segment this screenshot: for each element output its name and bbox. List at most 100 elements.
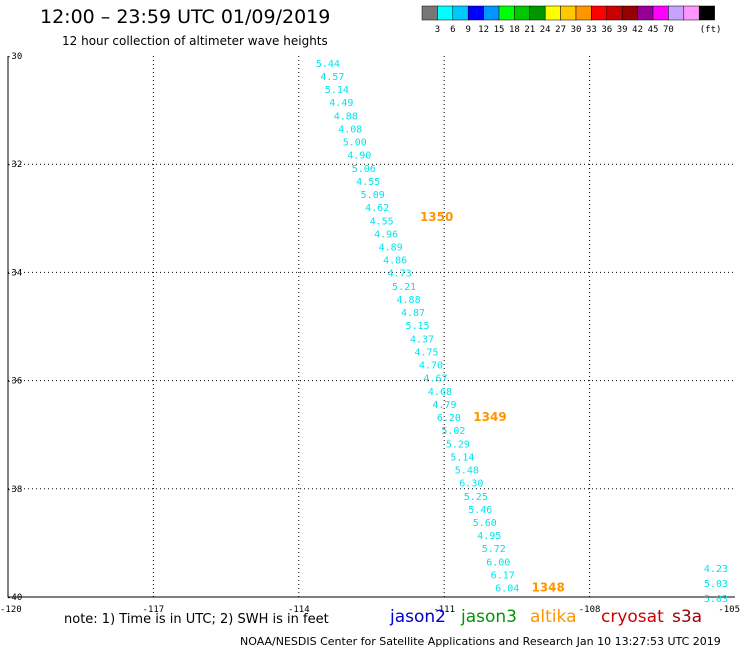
colorbar-label: 6 xyxy=(450,25,455,35)
swh-value: 4.95 xyxy=(477,531,501,542)
swh-value-edge: 4.23 xyxy=(704,564,728,575)
chart-title: 12:00 – 23:59 UTC 01/09/2019 xyxy=(40,6,331,28)
swh-value: 6.30 xyxy=(459,479,483,490)
colorbar-swatch xyxy=(421,5,438,21)
swh-value: 4.62 xyxy=(365,203,389,214)
swh-value: 6.17 xyxy=(491,570,515,581)
y-tick-label: -38 xyxy=(6,485,22,495)
swh-value: 5.15 xyxy=(405,321,429,332)
swh-value: 5.48 xyxy=(455,466,479,477)
colorbar-swatch xyxy=(544,5,561,21)
colorbar-label: 15 xyxy=(494,25,505,35)
swh-value: 4.90 xyxy=(347,151,371,162)
footer-note: note: 1) Time is in UTC; 2) SWH is in fe… xyxy=(64,612,329,627)
swh-value: 4.73 xyxy=(388,269,412,280)
x-tick-label: -105 xyxy=(718,605,740,615)
colorbar-swatch xyxy=(452,5,469,21)
swh-value: 5.14 xyxy=(325,85,349,96)
swh-value: 5.46 xyxy=(468,505,492,516)
colorbar-swatch xyxy=(483,5,500,21)
colorbar-label: 27 xyxy=(555,25,566,35)
swh-value: 5.60 xyxy=(473,518,497,529)
colorbar-swatch xyxy=(668,5,685,21)
swh-value: 4.87 xyxy=(401,308,425,319)
swh-value: 4.88 xyxy=(334,111,358,122)
swh-value: 4.88 xyxy=(397,295,421,306)
x-tick-label: -120 xyxy=(0,605,22,615)
colorbar-label: 36 xyxy=(601,25,612,35)
x-tick-label: -111 xyxy=(433,605,455,615)
swh-value-edge: 5.03 xyxy=(704,579,728,590)
colorbar-label: 30 xyxy=(571,25,582,35)
x-tick-label: -114 xyxy=(288,605,310,615)
swh-value: 4.08 xyxy=(338,124,362,135)
y-tick-label: -32 xyxy=(6,160,22,170)
swh-value: 4.75 xyxy=(414,347,438,358)
swh-value: 4.79 xyxy=(432,400,456,411)
colorbar-label: 12 xyxy=(478,25,489,35)
colorbar-label: 18 xyxy=(509,25,520,35)
swh-value: 6.20 xyxy=(437,413,461,424)
chart-subtitle: 12 hour collection of altimeter wave hei… xyxy=(62,34,328,48)
colorbar-swatch xyxy=(606,5,623,21)
colorbar-label: (ft) xyxy=(700,25,722,35)
colorbar-label: 3 xyxy=(435,25,440,35)
colorbar-swatch xyxy=(560,5,577,21)
colorbar-swatch xyxy=(529,5,546,21)
satellite-label-altika: altika xyxy=(530,607,577,627)
colorbar-swatch xyxy=(683,5,700,21)
time-label: 1350 xyxy=(420,210,453,224)
swh-value: 5.09 xyxy=(361,190,385,201)
swh-value: 5.21 xyxy=(392,282,416,293)
swh-value: 5.14 xyxy=(450,452,474,463)
swh-value: 4.57 xyxy=(320,72,344,83)
satellite-label-cryosat: cryosat xyxy=(601,607,664,627)
swh-value: 5.44 xyxy=(316,59,340,70)
colorbar-label: 21 xyxy=(524,25,535,35)
swh-value: 4.67 xyxy=(423,374,447,385)
satellite-label-jason2: jason2 xyxy=(390,607,446,627)
x-tick-label: -108 xyxy=(579,605,601,615)
colorbar-label: 33 xyxy=(586,25,597,35)
swh-value: 4.49 xyxy=(329,98,353,109)
swh-value: 4.37 xyxy=(410,334,434,345)
x-tick-label: -117 xyxy=(143,605,165,615)
swh-value: 5.29 xyxy=(446,439,470,450)
swh-value: 5.00 xyxy=(343,138,367,149)
colorbar-label: 42 xyxy=(632,25,643,35)
swh-value: 4.55 xyxy=(356,177,380,188)
y-tick-label: -34 xyxy=(6,268,22,278)
swh-value: 5.25 xyxy=(464,492,488,503)
swh-value: 4.89 xyxy=(379,242,403,253)
swh-value-edge: 5.03 xyxy=(704,594,728,605)
colorbar-swatch xyxy=(575,5,592,21)
colorbar-label: 70 xyxy=(663,25,674,35)
colorbar-label: 45 xyxy=(648,25,659,35)
satellite-label-jason3: jason3 xyxy=(461,607,517,627)
colorbar-label: 9 xyxy=(465,25,470,35)
colorbar-label: 39 xyxy=(617,25,628,35)
y-tick-label: -40 xyxy=(6,593,22,603)
footer-credit: NOAA/NESDIS Center for Satellite Applica… xyxy=(240,635,721,648)
colorbar-swatch xyxy=(498,5,515,21)
y-tick-label: -36 xyxy=(6,377,22,387)
colorbar-swatch xyxy=(514,5,531,21)
colorbar-swatch xyxy=(652,5,669,21)
swh-value: 4.68 xyxy=(428,387,452,398)
swh-value: 6.00 xyxy=(486,557,510,568)
colorbar-swatch xyxy=(698,5,715,21)
colorbar-swatch xyxy=(437,5,454,21)
time-label: 1349 xyxy=(473,410,506,424)
swh-value: 4.55 xyxy=(370,216,394,227)
swh-value: 4.96 xyxy=(374,229,398,240)
swh-value: 4.70 xyxy=(419,361,443,372)
colorbar-swatch xyxy=(591,5,608,21)
satellite-label-s3a: s3a xyxy=(672,607,703,627)
colorbar-label: 24 xyxy=(540,25,551,35)
colorbar-swatch xyxy=(467,5,484,21)
swh-value: 5.06 xyxy=(352,164,376,175)
swh-value: 5.72 xyxy=(482,544,506,555)
colorbar-swatch xyxy=(621,5,638,21)
time-label: 1348 xyxy=(531,581,564,595)
